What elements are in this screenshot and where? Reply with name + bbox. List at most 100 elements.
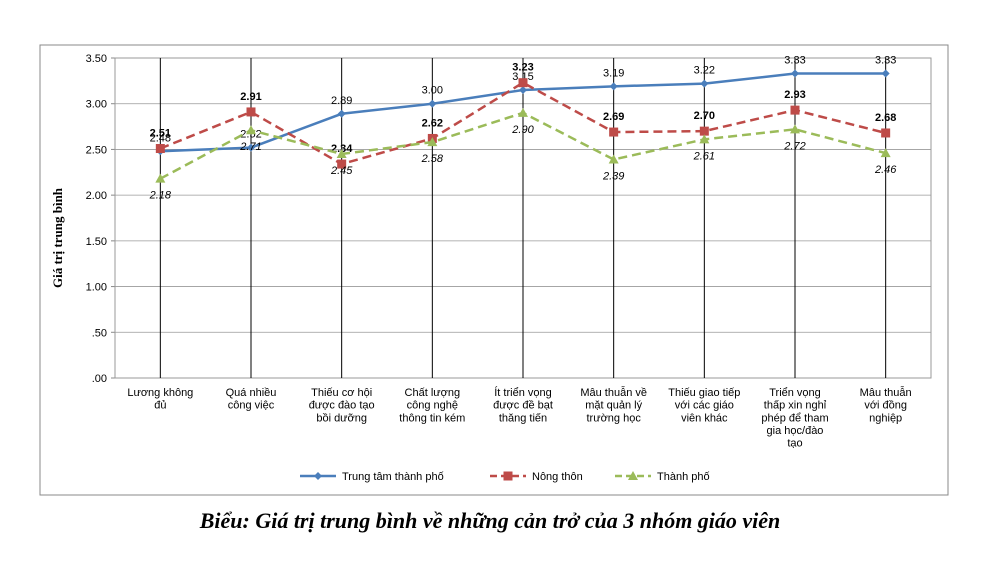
label-line: Mâu thuẫn [860,386,912,399]
x-tick-label: Mâu thuẫn về mặt quản lý trường học [580,386,647,424]
x-tick-label: Ít triển vọng được đề bạt thăng tiến [493,386,553,424]
data-label: 2.58 [421,153,444,165]
data-label: 3.33 [784,55,805,67]
data-label: 3.22 [694,65,715,77]
marker [247,143,255,152]
data-label: 2.46 [874,164,897,176]
y-tick-label: .00 [92,373,107,385]
data-label: 2.91 [240,91,261,103]
marker [699,134,710,144]
y-tick-label: .50 [92,327,107,339]
label-line: Triển vọng [769,387,821,399]
label-line: Quá nhiều [226,387,277,399]
marker [700,79,709,88]
data-label: 3.15 [512,71,533,83]
label-line: Thiếu giao tiếp [668,387,740,399]
label-line: với đồng [864,400,907,412]
label-line: thấp xin nghỉ [764,400,827,412]
y-tick-label: 1.00 [86,282,107,294]
y-tick-label: 2.00 [86,190,107,202]
data-label: 2.18 [149,190,172,202]
label-line: Thiếu cơ hội [311,387,372,399]
label-line: thông tin kém [399,412,465,424]
label-line: được đào tạo [309,400,375,412]
y-tick-label: 3.50 [86,53,107,65]
marker [790,105,800,115]
marker [608,154,619,164]
y-axis-label: Giá trị trung bình [50,187,65,288]
data-label: 2.93 [784,89,805,101]
series-line [159,81,886,166]
data-label: 2.51 [150,128,171,140]
legend-marker [314,472,322,480]
marker [609,127,619,137]
marker [791,69,799,78]
data-label: 2.68 [875,112,896,124]
data-label: 2.72 [783,140,805,152]
data-label: 2.90 [511,124,534,136]
marker [699,126,709,136]
data-label: 2.52 [240,129,261,141]
data-label: 3.00 [422,85,443,97]
data-label: 2.45 [330,165,353,177]
data-label: 2.39 [602,170,624,182]
marker [336,149,347,158]
x-tick-label: Lương không đủ [127,387,193,412]
legend-label: Nông thôn [532,471,583,483]
y-tick-label: 3.00 [86,99,107,111]
legend-marker [628,471,638,480]
label-line: mặt quản lý [585,400,642,412]
data-label: 2.70 [694,110,715,122]
x-tick-label: Chất lượng công nghệ thông tin kém [399,387,465,424]
legend-marker [503,471,513,481]
data-label: 2.69 [603,111,624,123]
marker [518,107,528,117]
data-label: 3.19 [603,67,624,79]
label-line: Mâu thuẫn về [580,386,647,399]
marker [155,144,165,154]
marker [790,124,800,134]
marker [518,78,528,88]
label-line: viên khác [681,412,728,424]
marker [155,173,166,183]
chart-frame [39,44,949,496]
x-tick-label: Triển vọng thấp xin nghỉ phép để tham gia h… [761,387,828,450]
label-line: gia học/đào [767,425,824,437]
label-line: Lương không [127,387,193,399]
data-label: 2.62 [422,117,443,129]
legend-label: Thành phố [657,471,710,483]
marker [246,125,256,135]
label-line: công việc [228,400,275,412]
x-tick-label: Thiếu giao tiếp với các giáo viên khác [668,387,740,424]
label-line: thăng tiến [499,412,547,424]
data-label: 2.61 [693,150,715,162]
data-label: 3.23 [512,62,533,74]
data-label: 2.71 [239,141,261,153]
label-line: phép để tham [761,412,828,424]
data-label: 3.33 [875,55,896,67]
marker [881,69,890,78]
label-line: tạo [787,438,802,450]
marker [881,128,891,138]
marker [427,137,438,147]
label-line: trường học [587,412,642,424]
y-tick-label: 1.50 [86,236,107,248]
legend-label: Trung tâm thành phố [342,471,444,483]
data-label: 2.48 [150,132,171,144]
label-line: được đề bạt [493,400,553,412]
chart-title: Biểu: Giá trị trung bình về những cản tr… [199,508,781,533]
marker [609,82,618,91]
marker [337,159,347,169]
marker [428,99,437,108]
marker [246,107,256,117]
label-line: Chất lượng [405,387,461,399]
marker [880,148,891,158]
label-line: đủ [154,400,166,412]
label-line: bồi dưỡng [316,412,367,424]
marker [337,109,346,118]
label-line: nghiệp [869,412,902,424]
y-tick-label: 2.50 [86,144,107,156]
x-tick-label: Mâu thuẫn với đồng nghiệp [860,386,912,424]
x-tick-label: Quá nhiều công việc [226,387,277,412]
